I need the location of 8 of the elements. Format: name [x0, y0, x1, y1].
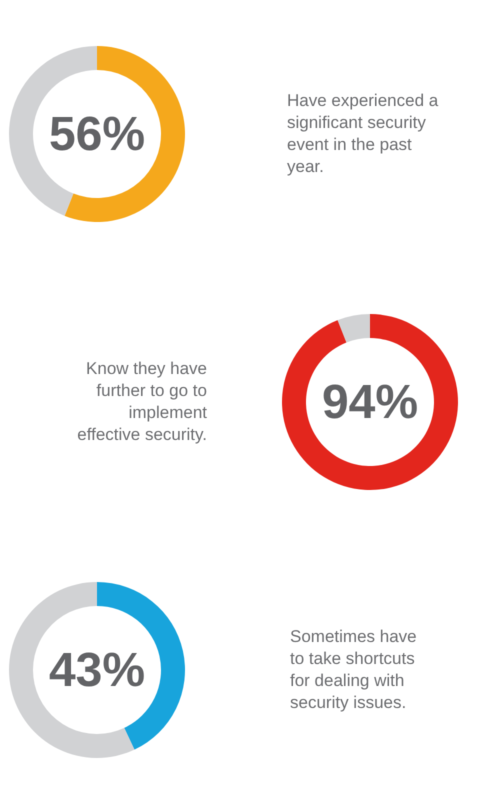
text: Know they have further to go to implement effective security.: [77, 359, 208, 444]
text: Have experienced a significant security event in the past year.: [287, 91, 439, 176]
donut-slice: [338, 314, 370, 342]
text: 56%: [48, 108, 146, 161]
text: Sometimes have to take shortcuts for dealing with security issues.: [290, 627, 417, 712]
text: 94%: [322, 376, 418, 429]
donut-slice: [282, 314, 458, 490]
text: 43%: [48, 644, 146, 697]
